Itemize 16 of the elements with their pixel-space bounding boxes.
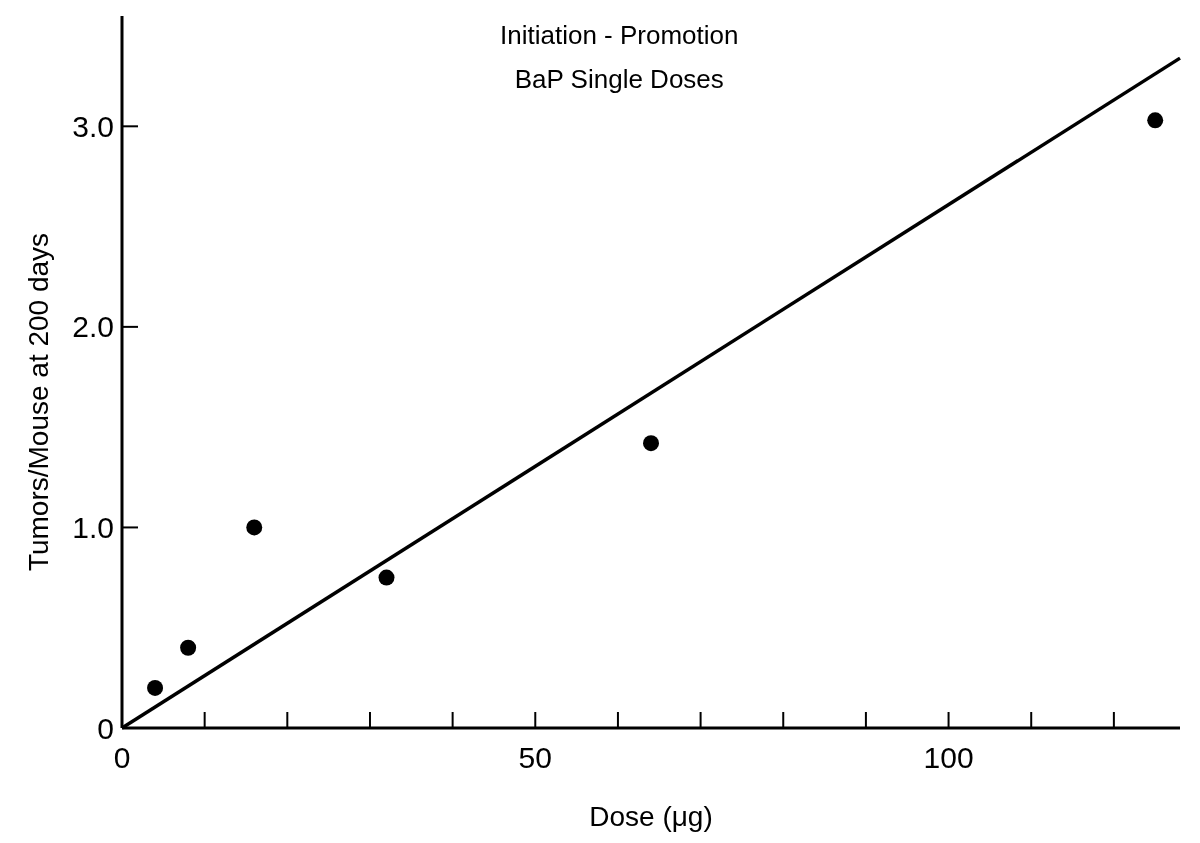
point <box>246 519 263 536</box>
y-tick-label: 1.0 <box>72 510 114 544</box>
x-tick-label: 100 <box>923 741 974 774</box>
x-tick-label: 50 <box>518 741 552 774</box>
point <box>378 569 395 586</box>
point <box>147 679 164 696</box>
y-axis-title: Tumors/Mouse at 200 days <box>23 232 54 572</box>
point <box>180 639 197 656</box>
chart-title: Initiation - Promotion <box>500 20 739 50</box>
y-tick-label: 3.0 <box>72 109 114 143</box>
point <box>1147 112 1164 129</box>
y-tick-label: 2.0 <box>72 310 114 344</box>
text: BaP Single Doses <box>514 64 724 94</box>
point <box>643 435 659 452</box>
y-tick-label: 0 <box>97 711 114 745</box>
x-axis-title: Dose (μg) <box>589 801 713 832</box>
